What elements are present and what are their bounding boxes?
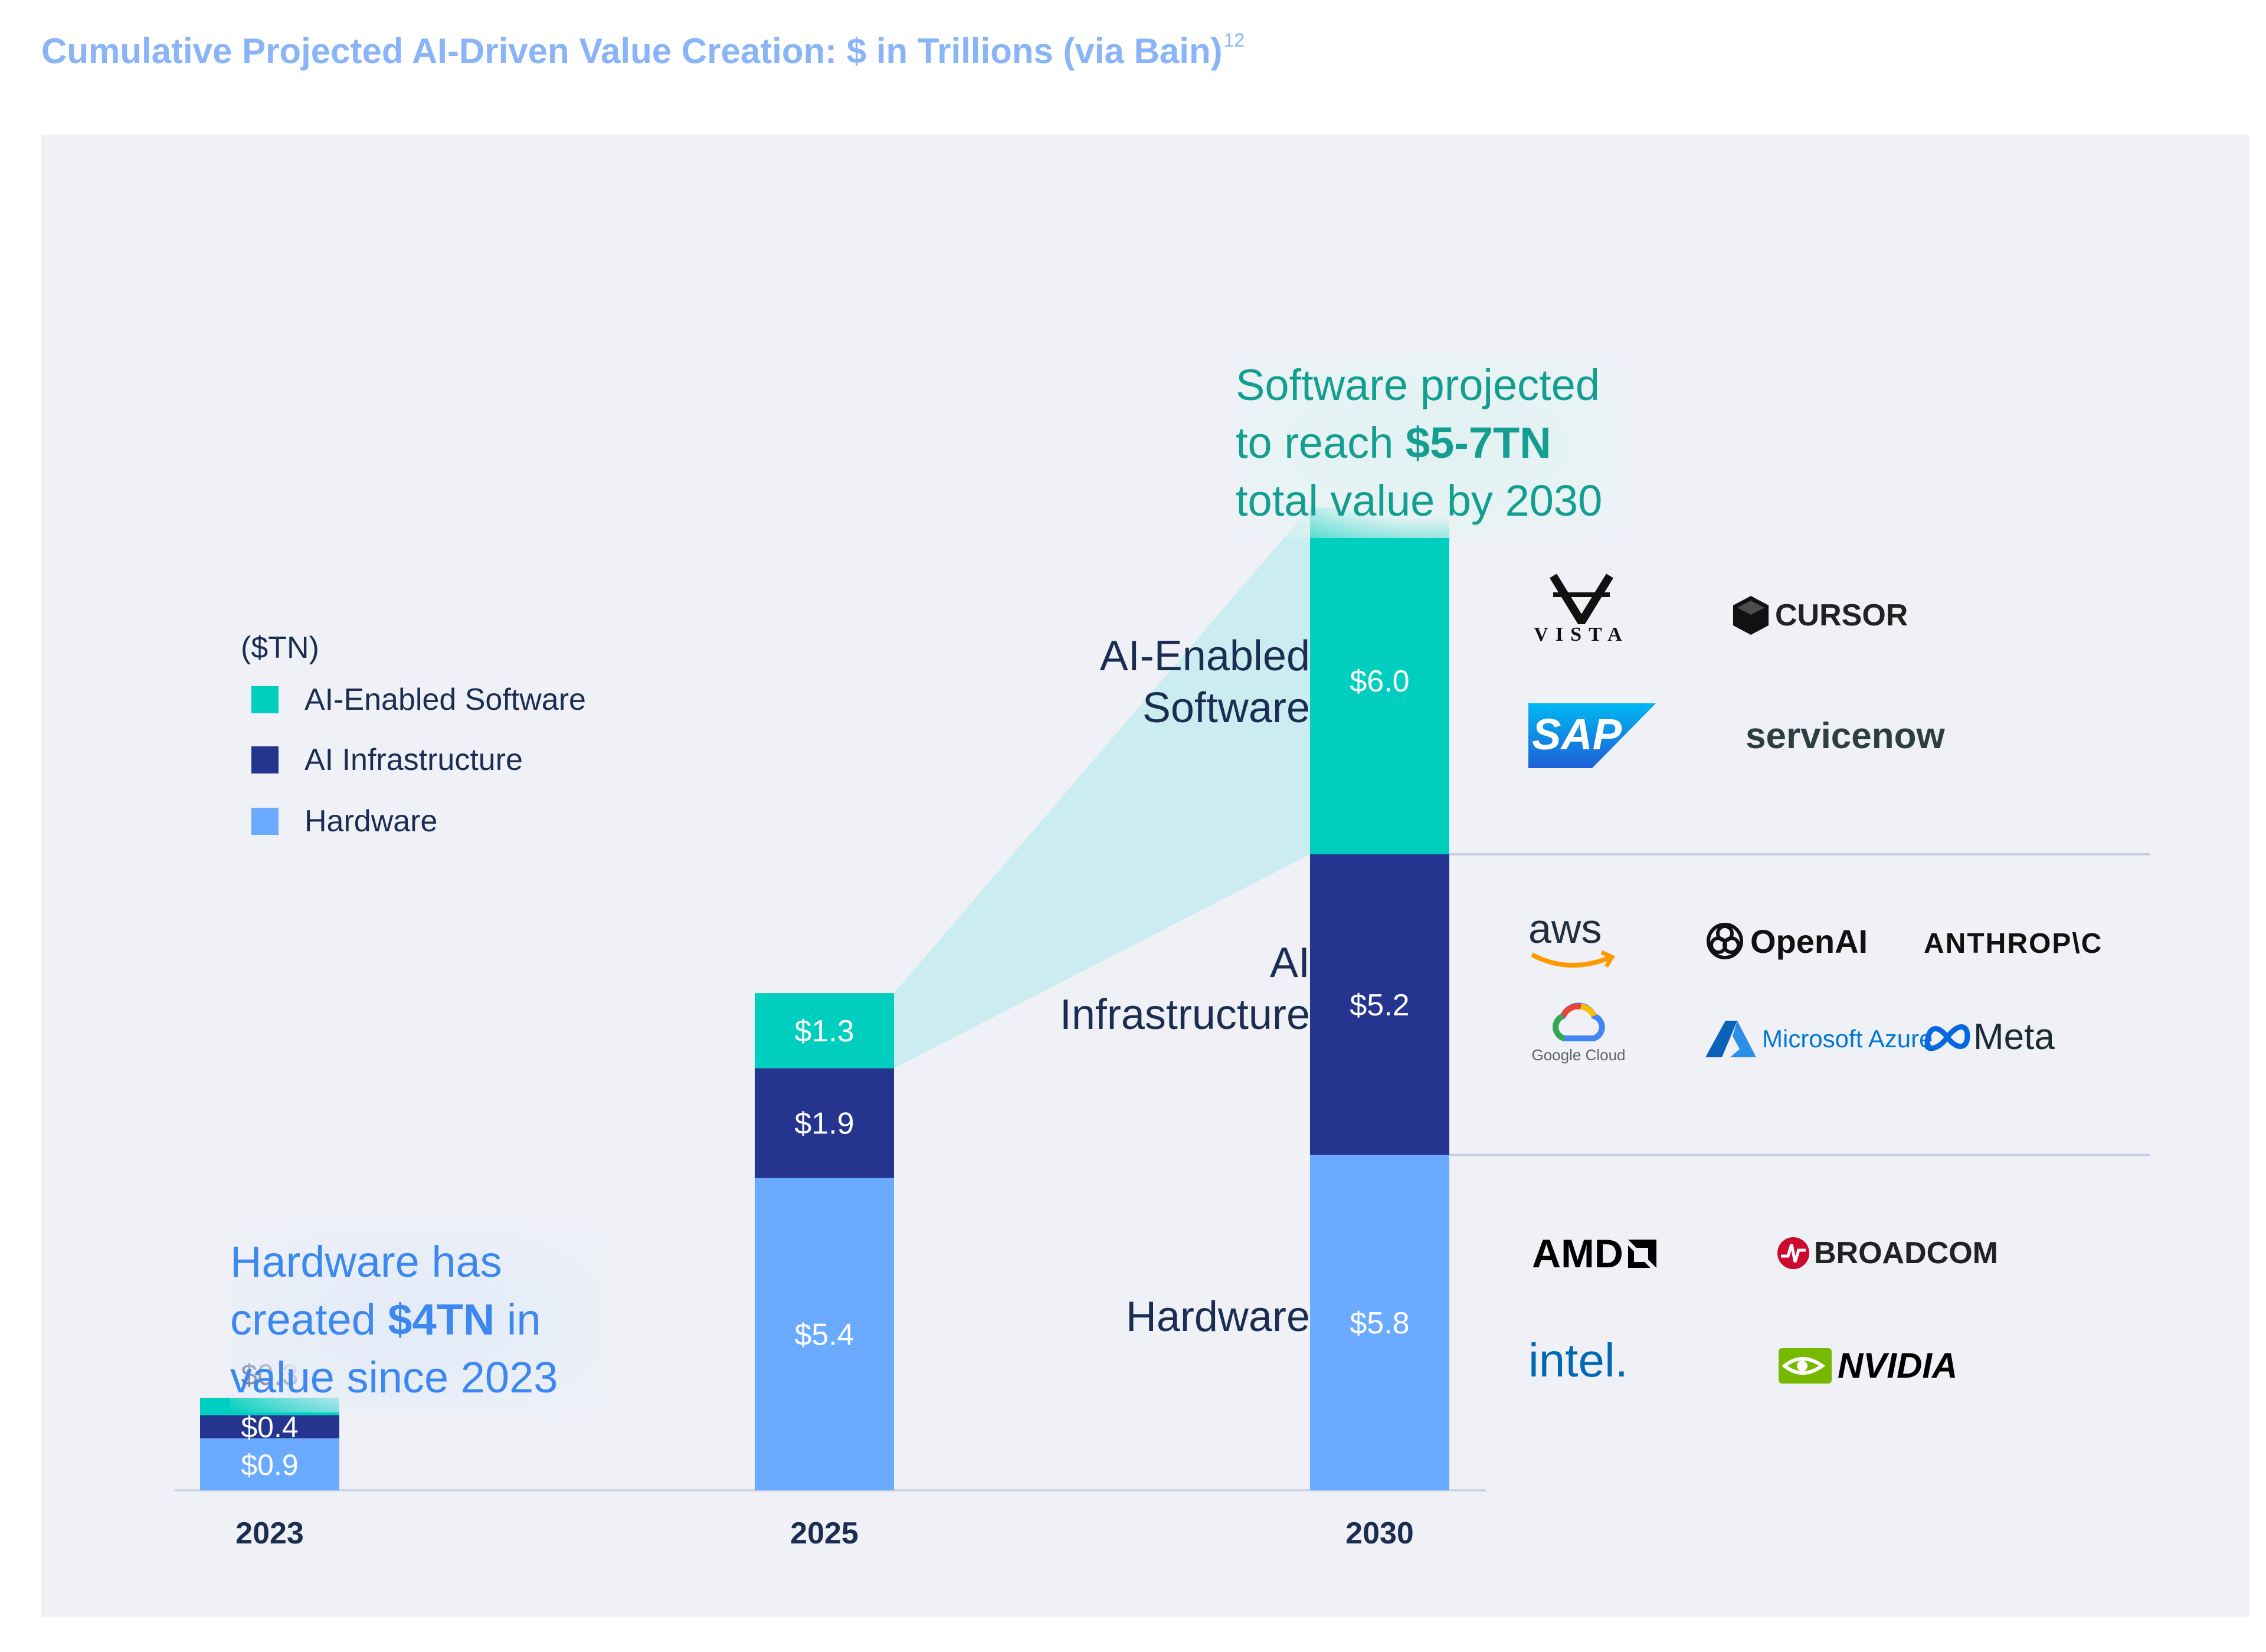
anthropic-logo: ANTHROP\C xyxy=(1924,928,2103,959)
chart-panel: $0.9$0.4$0.32023$5.4$1.9$1.32025$5.8$5.2… xyxy=(41,135,2249,1617)
microsoft-azure-logo: Microsoft Azure xyxy=(1704,1018,1933,1060)
vista-logo: VISTA xyxy=(1528,571,1635,646)
aws-smile-icon xyxy=(1531,950,1616,968)
stacked-bar-chart: $0.9$0.4$0.32023$5.4$1.9$1.32025$5.8$5.2… xyxy=(175,507,2150,1551)
google-cloud-icon xyxy=(1553,1002,1605,1041)
legend-unit: ($TN) xyxy=(241,631,319,665)
aws-logo: aws xyxy=(1528,905,1616,968)
google-cloud-logo: Google Cloud xyxy=(1522,1002,1635,1064)
meta-logo: Meta xyxy=(1924,1016,2055,1058)
segment-label-hardware: Hardware xyxy=(1125,1293,1310,1340)
bar-segment-hardware-2030 xyxy=(1310,1155,1449,1490)
bar-segment-hardware-2023 xyxy=(200,1438,339,1490)
nvidia-logo: NVIDIA xyxy=(1779,1345,1957,1386)
value-label-ai-infrastructure-2025: $1.9 xyxy=(794,1107,854,1141)
openai-knot-icon xyxy=(1707,923,1743,959)
legend-item-hardware: Hardware xyxy=(251,804,437,839)
legend-item-infrastructure: AI Infrastructure xyxy=(251,742,523,778)
legend-swatch-hardware xyxy=(251,808,279,835)
amd-arrow-icon xyxy=(1628,1240,1656,1268)
segment-label-infrastructure: AI Infrastructure xyxy=(1059,939,1310,1038)
cursor-logo: CURSOR xyxy=(1731,595,1908,636)
value-label-hardware-2030: $5.8 xyxy=(1350,1306,1409,1340)
software-callout: Software projected to reach $5-7TN total… xyxy=(1236,353,1620,538)
value-label-ai-enabled-software-2025: $1.3 xyxy=(794,1014,854,1048)
bar-segment-ai-infrastructure-2030 xyxy=(1310,854,1449,1155)
amd-logo: AMD xyxy=(1532,1231,1659,1277)
chart-title: Cumulative Projected AI-Driven Value Cre… xyxy=(41,30,1245,71)
value-label-hardware-2023: $0.9 xyxy=(241,1448,298,1481)
meta-infinity-icon xyxy=(1924,1024,1970,1051)
legend-item-software: AI-Enabled Software xyxy=(251,682,586,717)
value-label-ai-enabled-software-2030: $6.0 xyxy=(1350,664,1409,699)
sap-logo: SAP xyxy=(1528,703,1656,771)
segment-label-software: AI-Enabled Software xyxy=(1099,632,1310,732)
broadcom-logo: BROADCOM xyxy=(1776,1235,1998,1271)
intel-logo: intel. xyxy=(1528,1334,1628,1386)
nvidia-eye-icon xyxy=(1779,1348,1832,1384)
bar-segment-ai-enabled-software-2030 xyxy=(1310,507,1449,854)
openai-logo: OpenAI xyxy=(1703,919,1868,963)
x-tick-label-2025: 2025 xyxy=(790,1516,859,1551)
bar-segment-hardware-2025 xyxy=(755,1178,894,1490)
software-growth-funnel xyxy=(894,507,1310,1068)
x-tick-label-2030: 2030 xyxy=(1345,1516,1414,1551)
servicenow-logo: servicenow xyxy=(1746,716,1945,756)
vista-v-icon xyxy=(1550,573,1613,630)
value-label-hardware-2025: $5.4 xyxy=(794,1317,854,1352)
bar-segment-ai-infrastructure-2025 xyxy=(755,1068,894,1178)
bar-segment-ai-infrastructure-2023 xyxy=(200,1415,339,1438)
legend-swatch-software xyxy=(251,686,279,713)
value-label-ai-infrastructure-2023: $0.4 xyxy=(241,1411,298,1444)
broadcom-pulse-icon xyxy=(1777,1237,1809,1269)
sap-badge-icon xyxy=(1528,703,1656,768)
x-tick-label-2023: 2023 xyxy=(235,1516,304,1551)
value-label-ai-infrastructure-2030: $5.2 xyxy=(1350,988,1409,1022)
cursor-cube-icon xyxy=(1733,596,1769,635)
legend-swatch-infrastructure xyxy=(251,746,279,773)
azure-a-icon xyxy=(1705,1021,1756,1057)
bar-segment-ai-enabled-software-2025 xyxy=(755,993,894,1068)
hardware-callout: Hardware has created $4TN in value since… xyxy=(230,1230,600,1412)
